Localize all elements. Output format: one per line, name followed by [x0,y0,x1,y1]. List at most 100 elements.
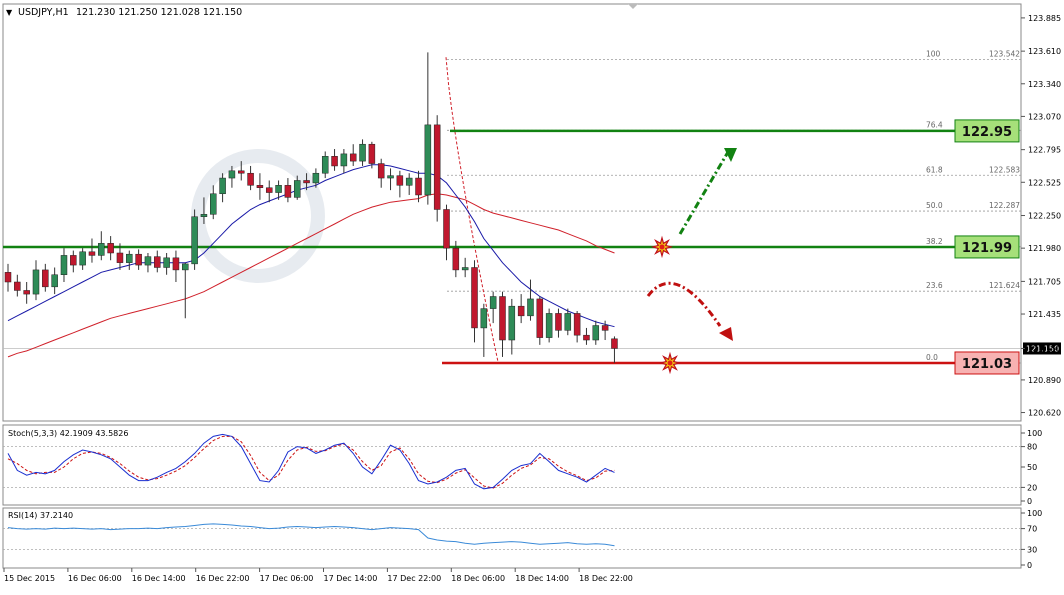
stoch-tick-label: 50 [1027,463,1037,472]
ma-fast-line [7,164,615,328]
candle-body [489,296,497,309]
candle [508,298,516,355]
candle-body [433,124,441,210]
fib-pct-label: 38.2 [926,237,943,246]
candle [452,240,460,278]
candle [70,250,77,273]
time-tick-label: 16 Dec 22:00 [196,574,250,583]
candle [116,243,124,270]
candle [210,185,217,220]
candle [219,173,226,203]
candle [424,52,432,205]
candle [433,115,441,222]
rsi-tick-label: 100 [1027,509,1042,518]
candle [265,180,273,203]
candle-body [70,255,77,266]
stoch-tick-label: 100 [1027,429,1042,438]
candle-body [592,325,600,341]
time-tick-label: 18 Dec 14:00 [515,574,569,583]
candle [471,260,478,343]
price-tick-label: 121.150 [1028,344,1061,353]
candle [499,291,506,357]
candle-body [499,296,506,341]
candle [405,173,413,195]
fib-pct-label: 23.6 [926,281,943,290]
rsi-panel-frame [2,507,1022,569]
chart-ohlc: 121.230 121.250 121.028 121.150 [76,7,242,18]
candle-body [564,313,572,331]
candle-body [340,153,348,167]
fib-pct-label: 50.0 [926,201,943,210]
candle-body [377,163,385,179]
fib-pct-label: 100 [926,49,941,58]
candle-body [238,170,245,174]
fib-trend-line [445,57,499,362]
symbol-dropdown-icon[interactable]: ▼ [6,8,13,17]
candle [182,262,189,319]
current-price-value: 121.150 [1026,344,1059,353]
candle [23,282,30,304]
candle [536,296,544,345]
candle-body [359,143,366,162]
candle-body [312,172,320,184]
price-tick-label: 121.705 [1028,277,1061,286]
candle-body [60,255,68,275]
candle [154,250,161,273]
candle-body [42,269,49,288]
candle [349,144,357,166]
support-level-value: 121.03 [962,357,1012,372]
price-tick-label: 120.890 [1028,376,1061,385]
rsi-tick-label: 30 [1027,545,1037,554]
support-star-icon-core [667,360,673,366]
time-tick-label: 15 Dec 2015 [4,574,55,583]
price-tick-label: 121.980 [1028,244,1061,253]
chart-shift-marker[interactable] [628,4,638,9]
candle-body [116,252,124,263]
ma-slow-line [7,193,615,358]
candle [340,149,348,174]
candle-body [182,263,189,271]
price-tick-label: 123.070 [1028,112,1061,121]
candle [461,257,469,278]
candle [368,141,376,169]
candle [256,173,264,200]
candle [303,173,310,191]
candle-body [172,257,180,271]
price-tick-label: 123.885 [1028,14,1061,23]
stoch-signal-line [7,435,615,489]
candle [611,336,618,363]
candle [247,165,254,191]
candle [527,279,534,321]
rsi-label: RSI(14) 37.2140 [8,511,73,520]
time-tick-label: 17 Dec 14:00 [324,574,378,583]
candle-body [471,267,478,329]
price-tick-label: 122.250 [1028,212,1061,221]
candle-body [321,156,329,174]
candle [415,170,422,203]
candle [238,161,245,181]
candle [480,303,488,357]
candle [312,168,320,188]
main-panel-frame [2,3,1022,422]
candle-body [14,281,21,291]
candle-body [480,308,488,329]
candle [592,320,600,345]
candle [172,250,180,282]
candle [583,327,590,345]
candle-body [23,290,30,295]
candle-body [545,313,553,338]
candle [107,236,114,261]
down-arrow-head-icon [719,327,733,341]
candle-body [517,305,525,317]
candle [377,158,385,188]
candle-body [210,193,217,215]
time-tick-label: 16 Dec 06:00 [68,574,122,583]
middle-level-value: 121.99 [962,241,1012,256]
candle-body [256,185,264,188]
candle [98,231,105,261]
candle-body [555,313,562,331]
resistance-level-box [954,119,1020,143]
candle-body [461,267,469,271]
